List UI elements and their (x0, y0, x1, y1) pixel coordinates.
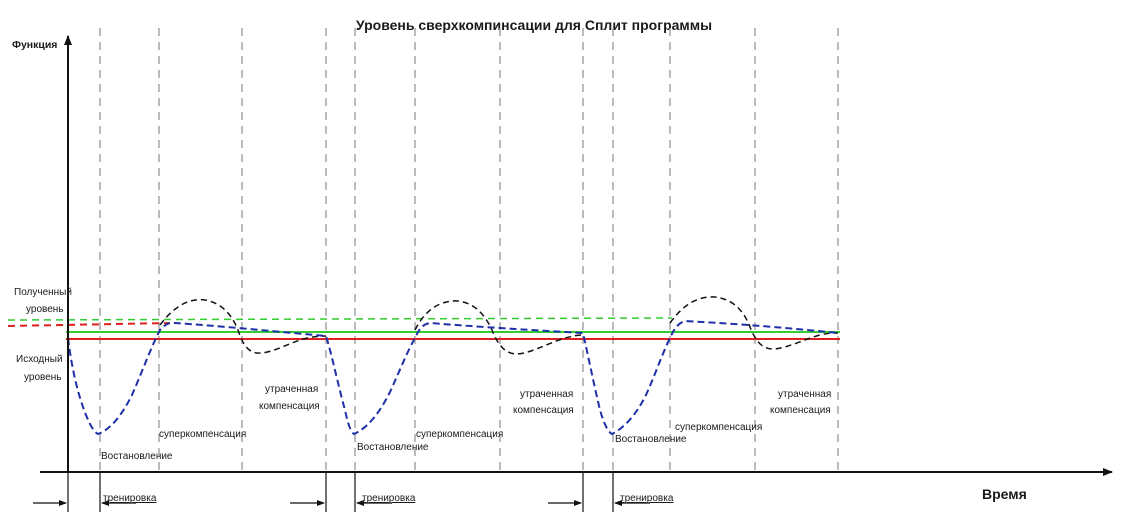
lost-compensation-label-line2: компенсация (513, 405, 574, 416)
gained-level-dashed-green (7, 317, 673, 321)
lost-compensation-label-line1: утраченная (778, 389, 831, 400)
supercompensation-label: суперкомпенсация (675, 422, 762, 433)
training-label: тренировка (362, 493, 416, 504)
overshoot-curve (414, 300, 584, 355)
supercompensation-label: суперкомпенсация (416, 429, 503, 440)
lost-compensation-label-line2: компенсация (259, 401, 320, 412)
phase-grid-lines (99, 28, 839, 472)
performance-curve (67, 319, 839, 436)
lost-compensation-label-line1: утраченная (265, 384, 318, 395)
x-axis-label: Время (982, 486, 1027, 502)
training-label: тренировка (620, 493, 674, 504)
initial-level-label-line1: Исходный (16, 354, 63, 365)
recovery-label: Востановление (357, 442, 429, 453)
gained-level-label-line1: Полученный (14, 287, 72, 298)
gained-level-label-line2: уровень (26, 304, 64, 315)
recovery-label: Востановление (615, 434, 687, 445)
overshoot-curve (669, 296, 839, 350)
training-markers (33, 472, 650, 512)
recovery-label: Востановление (101, 451, 173, 462)
lost-compensation-label-line2: компенсация (770, 405, 831, 416)
overshoot-curve (159, 298, 327, 354)
y-axis-label: Функция (12, 39, 57, 51)
diagram-title: Уровень сверхкомпинсации для Сплит прогр… (356, 17, 712, 33)
overshoot-curves (159, 296, 839, 355)
gained-level-dashed-red (7, 322, 171, 327)
initial-level-label-line2: уровень (24, 372, 62, 383)
lost-compensation-label-line1: утраченная (520, 389, 573, 400)
supercompensation-label: суперкомпенсация (159, 429, 246, 440)
training-label: тренировка (103, 493, 157, 504)
